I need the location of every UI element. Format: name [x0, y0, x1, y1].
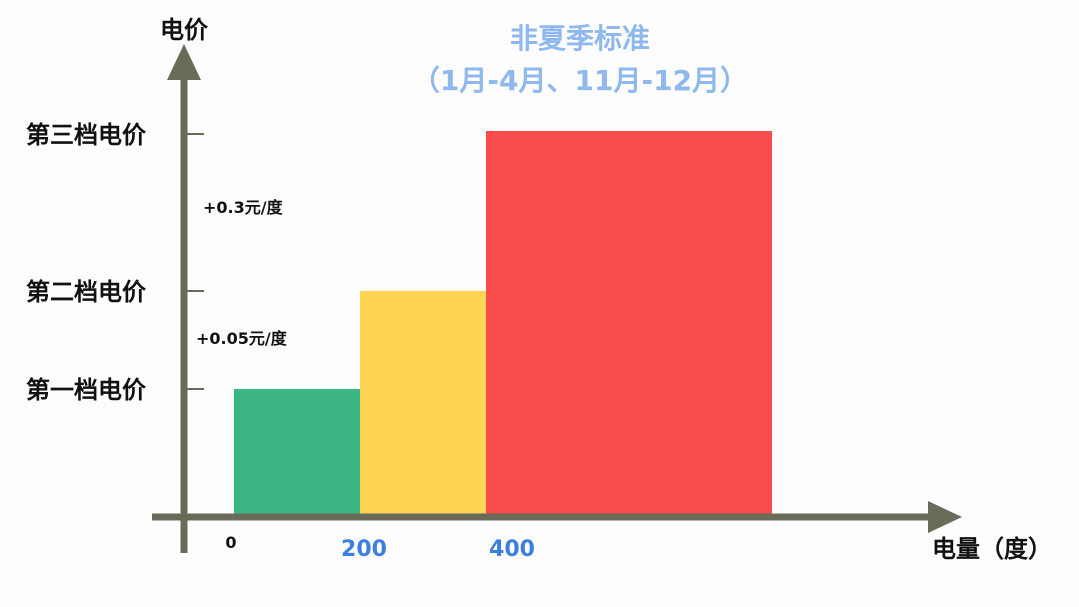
bar-tier-1 — [234, 389, 360, 515]
y-axis-arrow — [167, 44, 201, 80]
y-axis-label: 电价 — [160, 16, 209, 44]
y-level-label: 第二档电价 — [26, 278, 147, 306]
bar-tier-3 — [486, 131, 772, 515]
bars-group — [234, 131, 772, 515]
increment-annotation: +0.3元/度 — [203, 198, 284, 217]
x-axis-label: 电量（度） — [932, 535, 1052, 563]
chart-title: 非夏季标准 — [510, 22, 650, 55]
x-tick-label: 0 — [225, 533, 236, 552]
y-level-label: 第三档电价 — [26, 121, 147, 149]
y-level-label: 第一档电价 — [26, 376, 147, 404]
x-tick-label: 400 — [489, 537, 535, 562]
increment-annotation: +0.05元/度 — [196, 329, 288, 348]
chart-subtitle: （1月-4月、11月-12月） — [412, 64, 748, 97]
x-tick-label: 200 — [341, 537, 387, 562]
x-axis-arrow — [928, 501, 962, 533]
bar-tier-2 — [360, 291, 486, 515]
